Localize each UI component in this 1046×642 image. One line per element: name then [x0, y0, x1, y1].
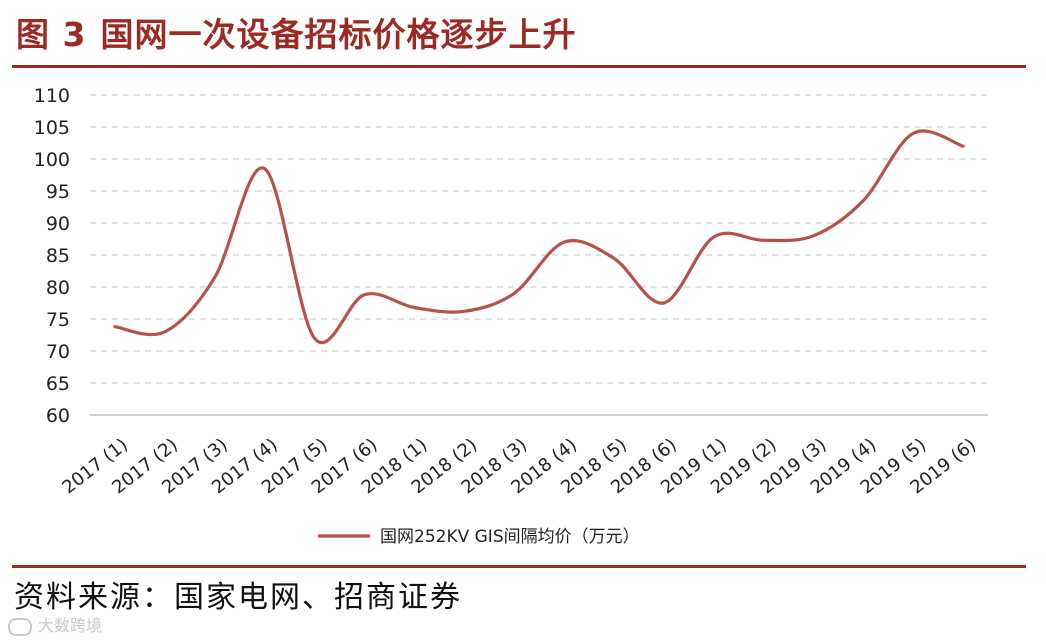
data-point — [562, 240, 566, 244]
y-tick-label: 85 — [46, 245, 70, 267]
data-point — [612, 256, 616, 260]
source-divider — [12, 565, 1026, 568]
figure-number: 图 3 — [16, 15, 87, 54]
figure-title-text: 国网一次设备招标价格逐步上升 — [100, 15, 577, 54]
data-point — [911, 131, 915, 135]
figure-title: 图 3 国网一次设备招标价格逐步上升 — [16, 10, 576, 60]
y-tick-label: 70 — [46, 341, 70, 363]
data-point — [213, 275, 217, 279]
data-point — [811, 234, 815, 238]
gridlines — [90, 94, 988, 384]
legend: 国网252KV GIS间隔均价（万元） — [318, 527, 640, 547]
data-point — [662, 301, 666, 305]
y-tick-label: 100 — [34, 149, 70, 171]
source-note: 资料来源：国家电网、招商证券 — [14, 580, 462, 615]
y-tick-label: 65 — [46, 373, 70, 395]
data-point — [462, 309, 466, 313]
series-layer — [113, 129, 965, 345]
watermark-text: 大数跨境 — [38, 616, 103, 635]
data-point — [113, 325, 117, 329]
y-tick-label: 95 — [46, 181, 70, 203]
y-tick-label: 60 — [46, 405, 70, 427]
series-line — [113, 129, 965, 345]
y-tick-label: 105 — [34, 117, 70, 139]
y-tick-label: 75 — [46, 309, 70, 331]
y-tick-label: 90 — [46, 213, 70, 235]
watermark: 大数跨境 — [8, 612, 102, 636]
legend-label: 国网252KV GIS间隔均价（万元） — [380, 527, 640, 547]
data-point — [861, 199, 865, 203]
data-point — [961, 144, 965, 148]
watermark-logo-icon — [8, 617, 32, 636]
data-point — [362, 293, 366, 297]
y-tick-label: 110 — [34, 85, 70, 107]
data-point — [163, 330, 167, 334]
y-tick-label: 80 — [46, 277, 70, 299]
data-point — [263, 167, 267, 171]
title-divider — [12, 65, 1026, 68]
data-point — [712, 235, 716, 239]
data-point — [412, 306, 416, 310]
data-point — [762, 238, 766, 242]
data-point — [313, 336, 317, 340]
data-point — [512, 291, 516, 295]
